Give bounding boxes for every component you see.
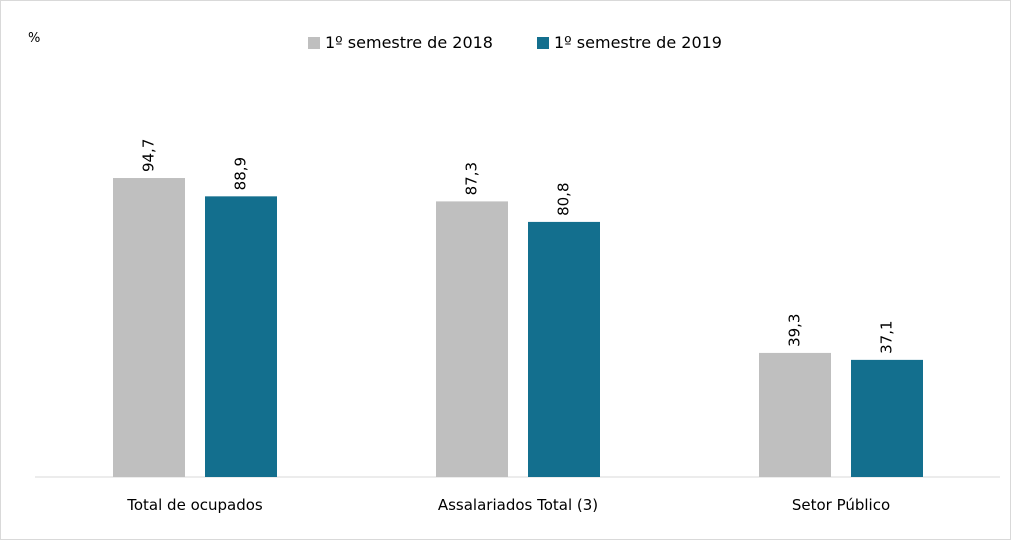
x-tick-label: Total de ocupados: [126, 496, 263, 514]
bar: [205, 196, 277, 477]
legend-swatch: [308, 37, 320, 49]
x-tick-label: Setor Público: [792, 496, 890, 514]
value-label: 88,9: [232, 157, 250, 190]
bar: [436, 201, 508, 477]
bar: [759, 352, 831, 477]
bar: [113, 178, 185, 477]
unit-label: %: [28, 31, 40, 46]
value-label: 87,3: [463, 162, 481, 195]
legend-swatch: [537, 37, 549, 49]
value-label: 80,8: [555, 183, 573, 216]
legend-label: 1º semestre de 2019: [554, 33, 722, 52]
bar: [851, 359, 923, 477]
bar: [528, 221, 600, 477]
x-tick-label: Assalariados Total (3): [438, 496, 598, 514]
value-label: 39,3: [786, 314, 804, 347]
value-label: 37,1: [878, 320, 896, 353]
legend-label: 1º semestre de 2018: [325, 33, 493, 52]
value-label: 94,7: [140, 139, 158, 172]
